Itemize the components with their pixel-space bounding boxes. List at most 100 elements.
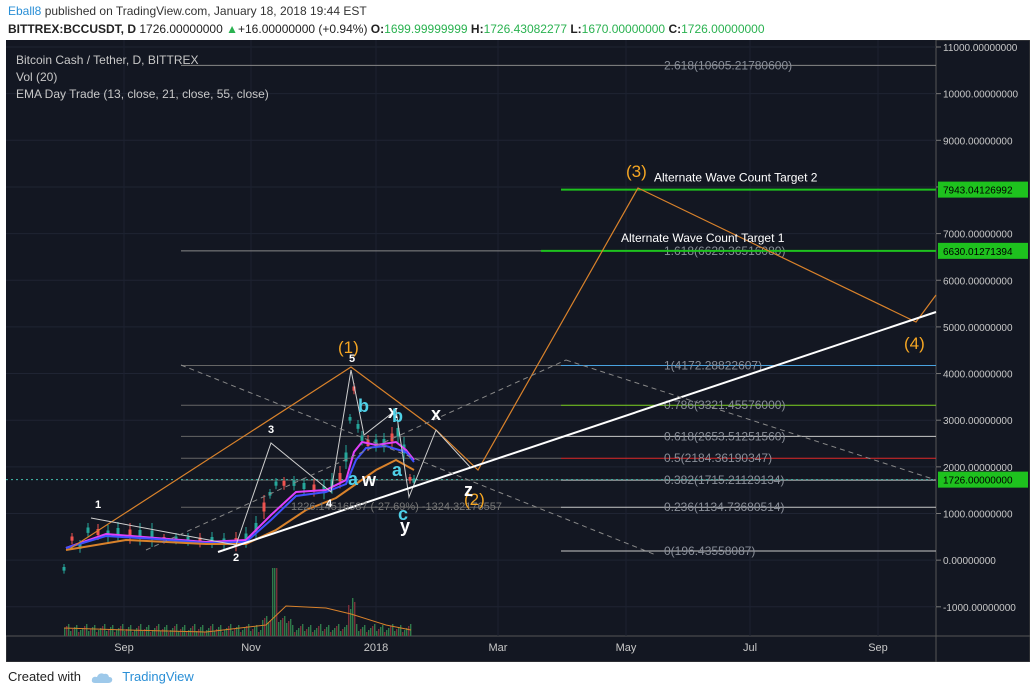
volume-bar [224,630,226,636]
volume-bar [76,625,78,636]
volume-bar [276,568,278,636]
volume-bar [254,627,256,636]
price-tag [938,242,1028,259]
volume-bar [180,629,182,636]
wave-label-4: (4) [904,334,925,353]
volume-bar [408,626,410,636]
volume-bar [158,624,160,636]
fib-level-label: 2.618(10605.21780600) [664,58,792,72]
volume-bar [278,622,280,636]
candle-body [412,478,416,483]
volume-bar [338,624,340,636]
tradingview-link[interactable]: TradingView [122,669,194,684]
abc-wave-label: b [358,396,369,416]
volume-bar [250,631,252,636]
candle-body [150,530,154,540]
volume-bar [346,625,348,636]
volume-bar [234,629,236,636]
volume-bar [168,632,170,636]
volume-bar [324,629,326,636]
chart-area[interactable]: 2.618(10605.21780600) 1.618(6629.36516080… [5,39,1031,663]
volume-bar [90,629,92,636]
volume-bar [80,630,82,636]
volume-bar [144,629,146,636]
quote-line: BITTREX:BCCUSDT, D 1726.00000000 ▲+16.00… [8,22,765,36]
volume-bar [322,631,324,636]
volume-bar [176,624,178,636]
x-tick-label: Nov [241,642,261,654]
minor-wave-label: 4 [326,498,333,510]
volume-bar [242,630,244,636]
volume-bar [150,632,152,636]
y-tick-label: 2000.00000000 [943,463,1013,474]
price-chart[interactable]: 2.618(10605.21780600)1.618(6629.36516080… [5,39,1031,663]
high-label: H: [470,22,484,36]
volume-bar [218,627,220,636]
volume-bar [302,624,304,636]
volume-bar [236,627,238,636]
volume-bar [172,628,174,636]
volume-bar [238,625,240,636]
fib-diagonal-up [145,359,567,551]
volume-bar [372,626,374,636]
volume-bar [294,632,296,636]
x-tick-label: Sep [114,642,134,654]
volume-bar [286,623,288,636]
volume-bar [194,624,196,636]
abc-wave-label: a [348,469,359,489]
volume-bar [382,625,384,636]
volume-bar [72,629,74,636]
price-tag [938,181,1028,198]
volume-bar [244,628,246,636]
fib-level-label: 0(196.43558087) [664,544,755,558]
volume-bar [132,632,134,636]
low-label: L: [570,22,582,36]
volume-bar [298,628,300,636]
minor-wave-label: 5 [349,353,355,365]
time-axis: Sep Nov 2018 Mar May Jul Sep [114,642,888,654]
volume-bar [272,568,274,636]
volume-bar [348,605,350,636]
candle-body [62,567,66,571]
candle-body [78,544,82,549]
volume-bar [166,625,168,636]
volume-bar [160,631,162,636]
volume-bar [400,625,402,636]
volume-bar [304,631,306,636]
volume-bar [252,629,254,636]
volume-bar [230,624,232,636]
price-axis: 11000.00000000 10000.00000000 9000.0000000… [936,43,1028,614]
wave-label-3: (3) [626,162,647,181]
volume-bar [248,624,250,636]
minor-wave-path [90,369,352,546]
volume-bar [212,624,214,636]
minor-wave-label: 2 [233,552,239,564]
candle-body [210,537,214,543]
open-label: O: [370,22,385,36]
volume-bar [66,626,68,636]
volume-bar [350,609,352,636]
volume-bar [320,624,322,636]
volume-bar [70,631,72,636]
volume-bar [288,621,290,636]
chart-header: Eball8 published on TradingView.com, Jan… [0,0,1036,40]
y-tick-label: 11000.00000000 [943,43,1018,54]
target-1-annotation: Alternate Wave Count Target 1 [621,231,785,245]
author-link[interactable]: Eball8 [8,4,42,18]
wave-label-2: (2) [464,490,485,509]
drawings [65,187,937,556]
abc-wave-label: y [400,516,410,536]
volume-bar [88,631,90,636]
fib-diagonal-ext [565,359,937,481]
abc-wave-label: b [392,406,403,426]
candle-body [338,473,342,482]
volume-bar [78,632,80,636]
minor-wave-label: 3 [268,424,274,436]
volume-bar [94,625,96,636]
fib-ext-text: 1226.14516587 (-27.69%) -1324.32176557 [291,501,502,513]
volume-bar [280,620,282,636]
volume-bar [370,628,372,636]
y-tick-label: 10000.00000000 [943,90,1019,101]
candle-body [356,424,360,429]
volume-bar [84,626,86,636]
